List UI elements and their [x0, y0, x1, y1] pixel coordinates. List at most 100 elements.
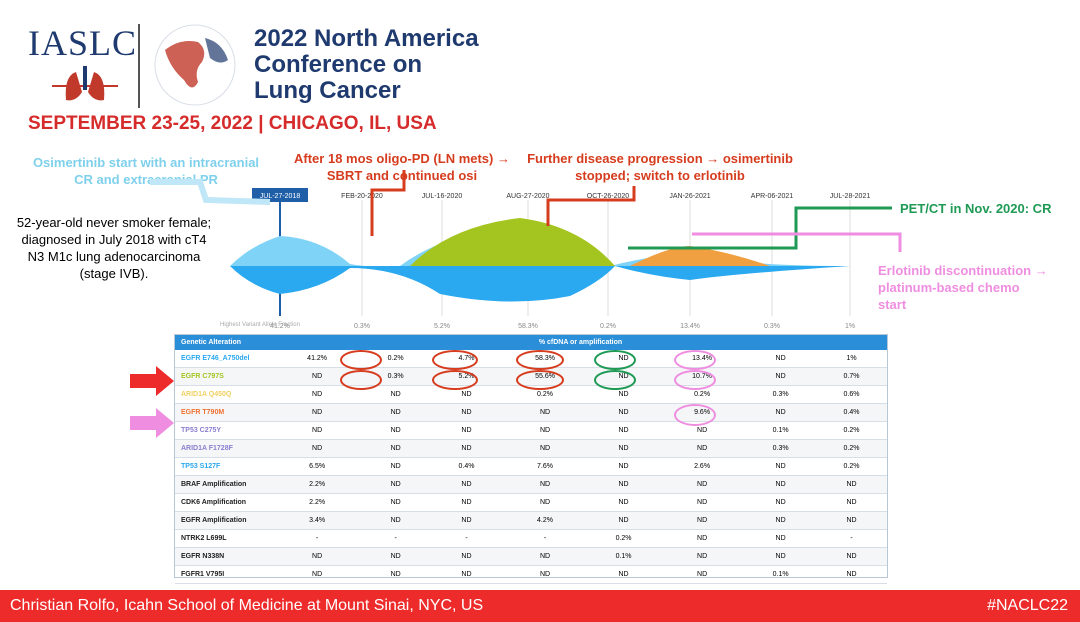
value-cell: ND	[745, 367, 817, 386]
value-cell: ND	[745, 350, 817, 368]
hashtag: #NACLC22	[987, 597, 1068, 614]
table-row: EGFR T790M ND ND ND ND ND 9.6% ND 0.4%	[175, 403, 887, 422]
series-egfr-c797s	[410, 218, 615, 266]
value-cell: ND	[501, 475, 589, 494]
value-cell: ND	[588, 511, 659, 530]
value-cell: ND	[745, 529, 817, 548]
vaf-label: 13.4%	[680, 323, 700, 330]
value-cell: -	[360, 529, 432, 548]
value-cell: ND	[588, 493, 659, 512]
value-cell: -	[274, 529, 361, 548]
date-label: FEB-20-2020	[341, 193, 383, 200]
value-cell: ND	[816, 493, 887, 512]
value-cell: 0.3%	[745, 385, 817, 404]
table-row: BRAF Amplification 2.2% ND ND ND ND ND ND ND	[175, 475, 887, 494]
value-cell: ND	[658, 439, 746, 458]
value-cell: 2.6%	[658, 457, 746, 476]
value-cell: ND	[658, 547, 746, 566]
value-cell: ND	[360, 565, 432, 584]
mutation-table: Genetic Alteration % cfDNA or amplificat…	[174, 334, 888, 584]
value-cell: ND	[274, 385, 361, 404]
vaf-label: 58.3%	[518, 323, 538, 330]
gene-cell: ARID1A F1728F	[175, 439, 274, 458]
value-cell: ND	[588, 565, 659, 584]
value-cell: ND	[274, 403, 361, 422]
value-cell: ND	[658, 511, 746, 530]
value-cell: ND	[360, 475, 432, 494]
date-label: JAN-26-2021	[669, 193, 710, 200]
highlight-ring	[516, 370, 564, 390]
series-egfr-t790m	[630, 246, 770, 266]
value-cell: 41.2%	[274, 350, 361, 368]
table-row: CDK6 Amplification 2.2% ND ND ND ND ND ND ND	[175, 493, 887, 512]
value-cell: 0.2%	[816, 421, 887, 440]
table-row: NTRK2 L699L - - - -0.2% ND ND -	[175, 529, 887, 548]
value-cell: ND	[431, 439, 502, 458]
conference-title: 2022 North America Conference on Lung Ca…	[254, 25, 479, 104]
value-cell: ND	[588, 439, 659, 458]
vaf-label: 0.2%	[600, 323, 616, 330]
red-arrow-icon	[130, 366, 174, 396]
value-cell: ND	[588, 403, 659, 422]
value-cell: 1%	[816, 350, 887, 368]
value-cell: ND	[431, 493, 502, 512]
value-cell: 7.6%	[501, 457, 589, 476]
value-cell: ND	[431, 547, 502, 566]
gene-cell: FGFR1 V795I	[175, 565, 274, 584]
value-cell: ND	[360, 385, 432, 404]
value-cell: 0.6%	[816, 385, 887, 404]
value-cell: ND	[658, 475, 746, 494]
table-row: ARID1A F1728F ND ND ND ND ND ND 0.3% 0.2%	[175, 439, 887, 458]
gene-cell: CDK6 Amplification	[175, 493, 274, 512]
highlight-ring	[516, 350, 564, 370]
value-cell: ND	[431, 475, 502, 494]
value-cell: 0.1%	[745, 565, 817, 584]
vaf-label: 41.2%	[270, 323, 290, 330]
date-label: OCT-26-2020	[587, 193, 630, 200]
value-cell: ND	[501, 421, 589, 440]
value-cell: ND	[360, 439, 432, 458]
value-cell: ND	[745, 475, 817, 494]
value-cell: -	[431, 529, 502, 548]
presenter-credit: Christian Rolfo, Icahn School of Medicin…	[10, 597, 484, 614]
value-cell: ND	[274, 367, 361, 386]
pink-arrow-icon	[130, 408, 174, 438]
value-cell: ND	[745, 493, 817, 512]
value-cell: ND	[274, 439, 361, 458]
globe-icon	[154, 24, 236, 106]
gene-cell: TP53 C275Y	[175, 421, 274, 440]
gene-cell: EGFR E746_A750del	[175, 350, 274, 368]
highlight-ring	[340, 350, 382, 370]
value-cell: -	[816, 529, 887, 548]
value-cell: ND	[816, 475, 887, 494]
date-label: APR-06-2021	[751, 193, 794, 200]
highlight-ring	[340, 370, 382, 390]
table-row: TP53 S127F 6.5% ND 0.4% 7.6% ND 2.6% ND 0.2%	[175, 457, 887, 476]
value-cell: ND	[431, 421, 502, 440]
date-label: JUL-28-2021	[830, 193, 871, 200]
iaslc-logo: IASLC	[28, 23, 138, 63]
vaf-axis-label: Highest Variant Allele Fraction	[220, 322, 300, 328]
value-cell: ND	[501, 403, 589, 422]
value-cell: ND	[501, 565, 589, 584]
highlight-ring	[594, 350, 636, 370]
note-erlotinib: Erlotinib discontinuation → platinum-bas…	[878, 263, 1048, 312]
logo-divider	[138, 24, 140, 108]
note-progression: Further disease progression → osimertini…	[527, 151, 793, 183]
note-osimertinib: Osimertinib start with an intracranial C…	[32, 155, 260, 187]
value-cell: 4.2%	[501, 511, 589, 530]
date-label: AUG-27-2020	[506, 193, 549, 200]
date-label: JUL-16-2020	[422, 193, 463, 200]
fishplot-chart: JUL-27-2018 FEB-20-2020 JUL-16-2020 AUG-27-…	[220, 188, 871, 330]
value-cell: 3.4%	[274, 511, 361, 530]
gene-cell: ARID1A Q450Q	[175, 385, 274, 404]
value-cell: ND	[816, 547, 887, 566]
date-label: JUL-27-2018	[260, 193, 301, 200]
table-row: ARID1A Q450Q ND ND ND 0.2% ND 0.2% 0.3% 0.6%	[175, 385, 887, 404]
value-cell: ND	[658, 565, 746, 584]
value-cell: 0.1%	[588, 547, 659, 566]
value-cell: 0.2%	[816, 457, 887, 476]
highlight-ring	[432, 370, 478, 390]
series-egfr-del-lower	[230, 266, 850, 302]
value-cell: 0.7%	[816, 367, 887, 386]
